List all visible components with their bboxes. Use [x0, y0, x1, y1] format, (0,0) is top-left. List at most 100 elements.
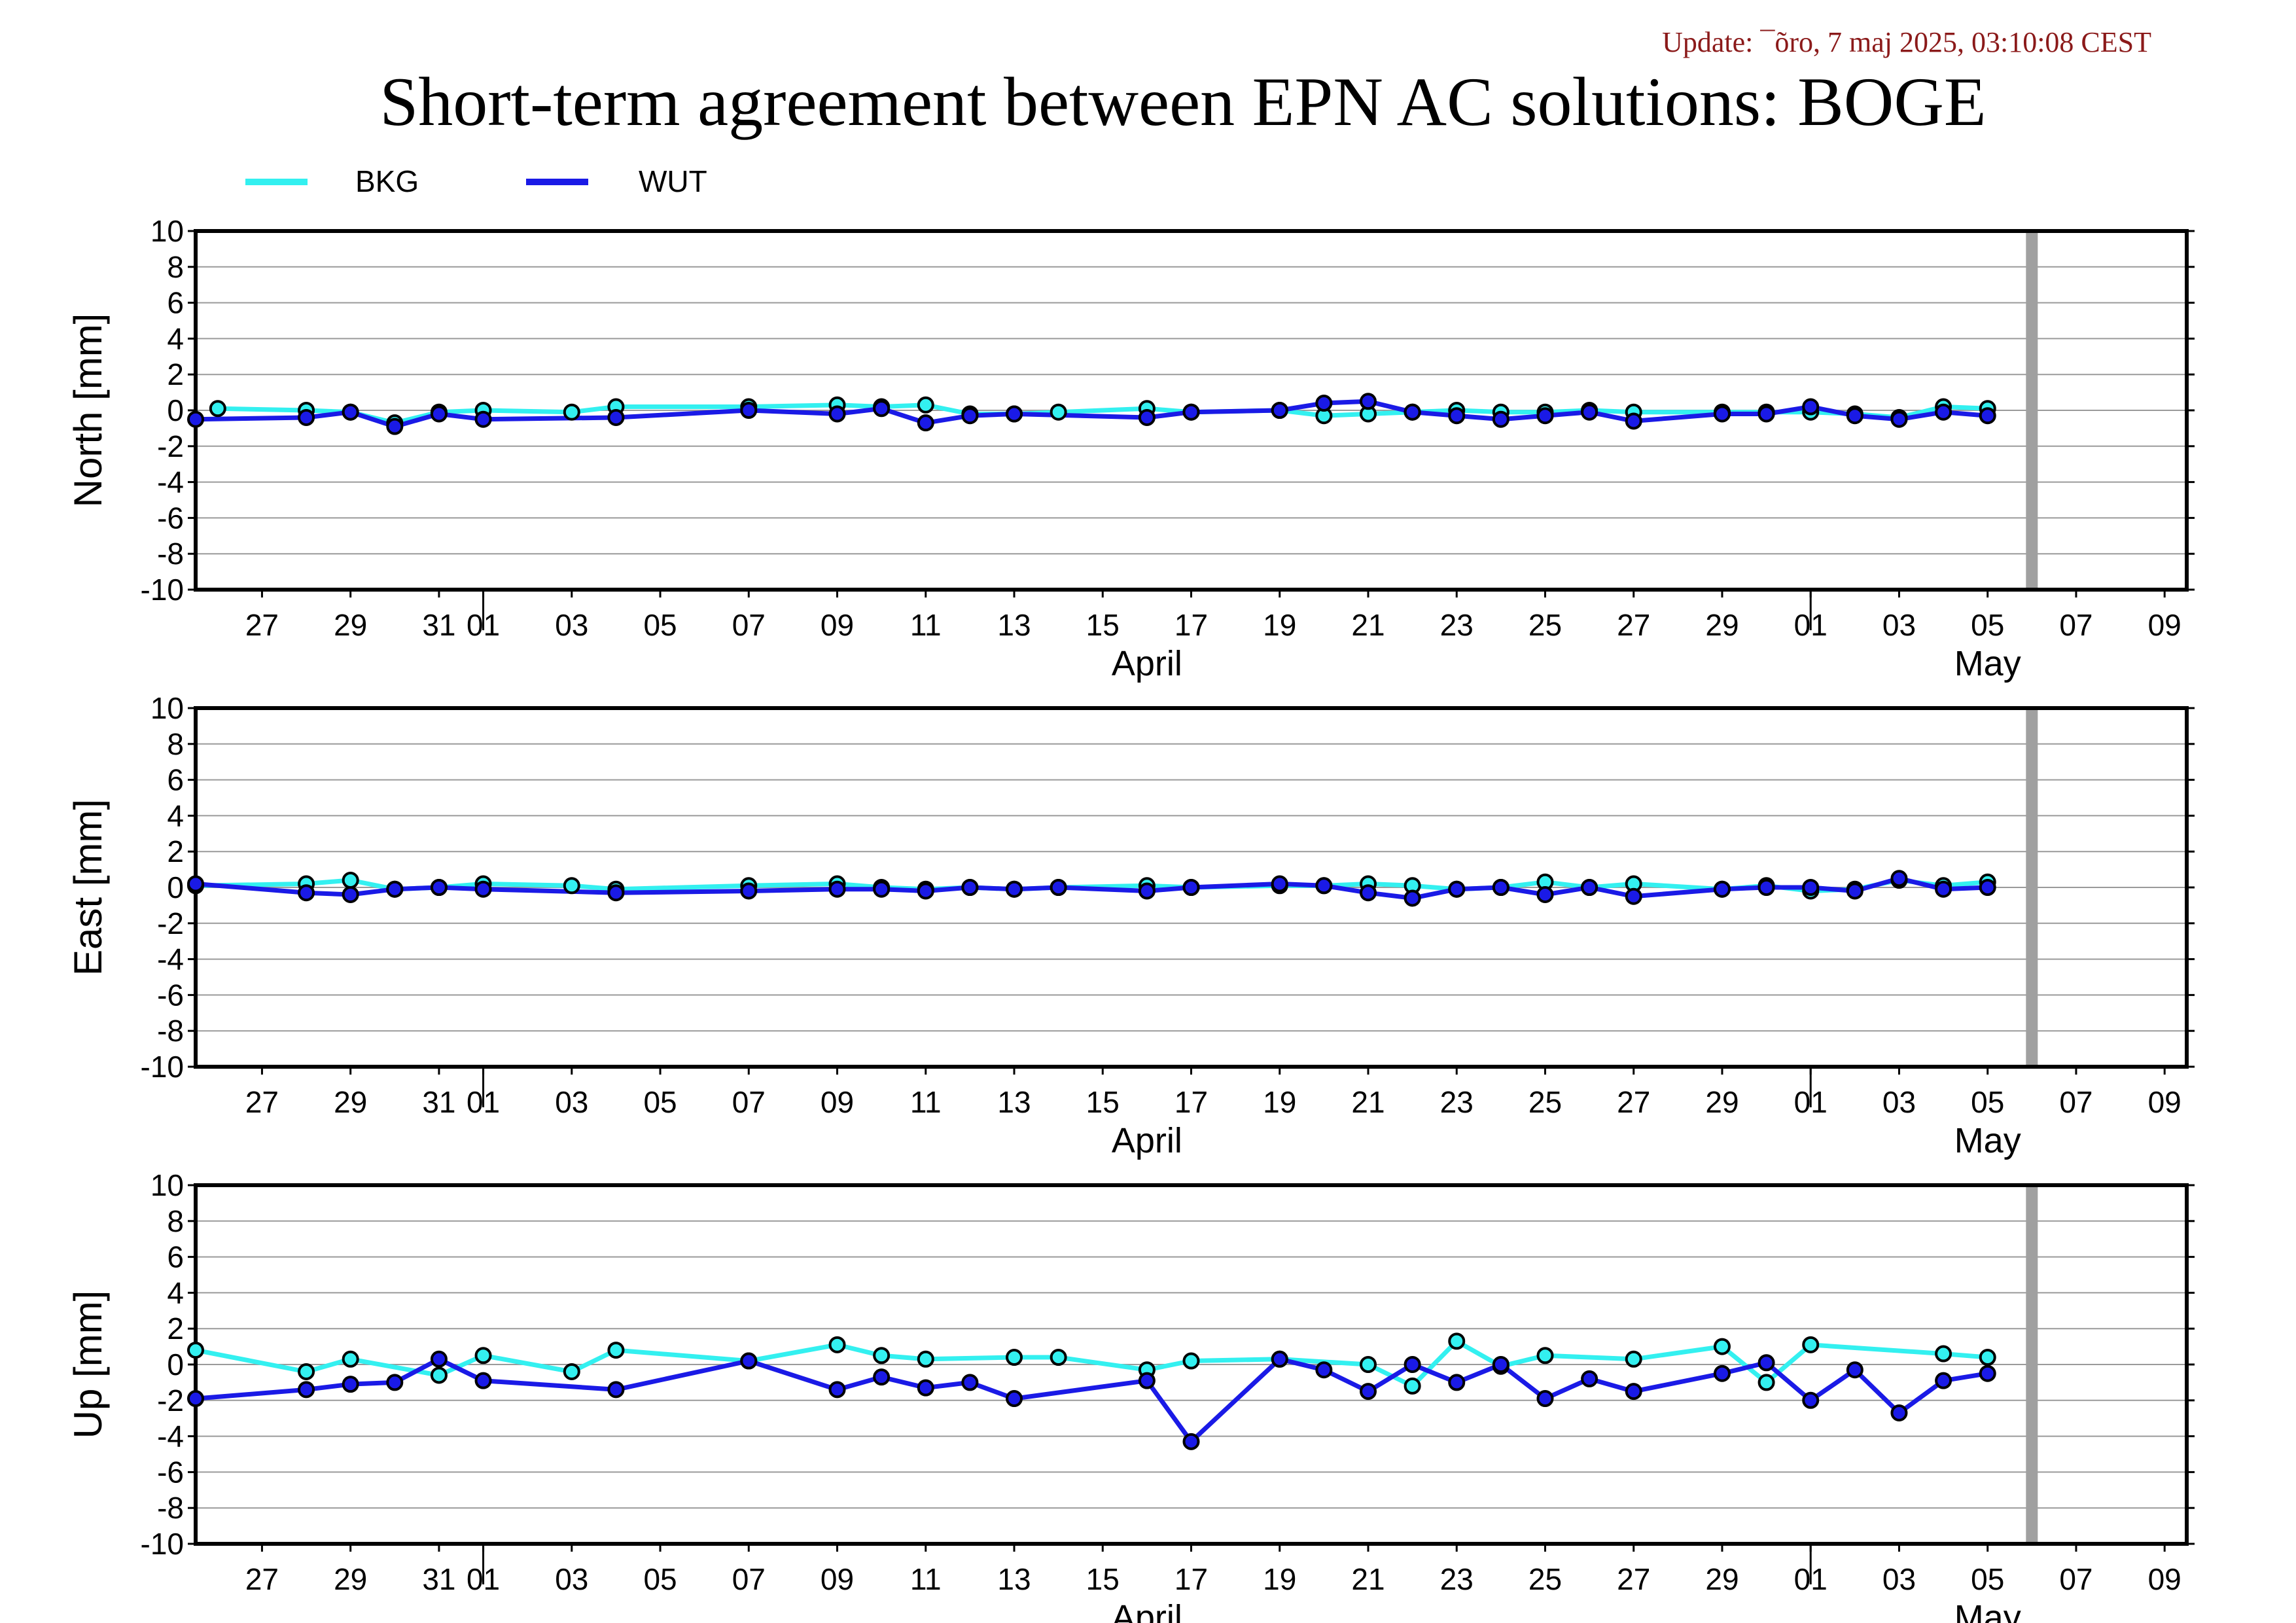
y-tick-label: 4	[167, 321, 184, 355]
x-tick-label: 21	[1351, 1085, 1385, 1119]
y-tick-label: -6	[157, 1455, 184, 1489]
data-point-wut	[474, 1372, 492, 1389]
y-tick-label: -8	[157, 1014, 184, 1048]
data-point-wut	[961, 879, 979, 896]
month-label: April	[1112, 1121, 1182, 1160]
data-point-wut	[1536, 407, 1554, 425]
data-point-wut	[474, 880, 492, 898]
data-point-wut	[298, 1381, 315, 1399]
data-point-wut	[1536, 1390, 1554, 1408]
y-axis-label: Up [mm]	[66, 1291, 110, 1439]
data-point-wut	[1846, 1361, 1863, 1379]
x-tick-label: 09	[2148, 1085, 2181, 1119]
data-point-bkg	[1757, 1374, 1775, 1391]
data-point-wut	[1802, 1391, 1820, 1409]
x-tick-label: 29	[1705, 1562, 1739, 1596]
data-point-wut	[917, 414, 934, 432]
y-tick-label: 10	[150, 214, 184, 248]
data-point-wut	[1802, 879, 1820, 896]
x-tick-label: 29	[334, 608, 367, 642]
data-point-wut	[1846, 882, 1863, 900]
x-tick-label: 29	[334, 1085, 367, 1119]
data-point-wut	[1182, 879, 1200, 896]
y-tick-label: 4	[167, 798, 184, 832]
y-tick-label: 2	[167, 357, 184, 391]
data-point-bkg	[1404, 1377, 1421, 1395]
data-point-wut	[1404, 403, 1421, 421]
data-point-wut	[1935, 403, 1952, 421]
data-point-wut	[1138, 1372, 1156, 1389]
data-point-wut	[1581, 879, 1598, 896]
x-tick-label: 09	[821, 1562, 854, 1596]
data-point-bkg	[1182, 1352, 1200, 1370]
x-tick-label: 09	[2148, 1562, 2181, 1596]
data-point-bkg	[1006, 1349, 1023, 1366]
data-point-wut	[1404, 1356, 1421, 1373]
data-point-wut	[873, 1368, 891, 1386]
y-tick-label: -4	[157, 942, 184, 976]
data-point-wut	[828, 880, 846, 898]
x-tick-label: 07	[732, 1085, 766, 1119]
x-tick-label: 09	[821, 1085, 854, 1119]
chart-title: Short-term agreement between EPN AC solu…	[380, 63, 1986, 140]
data-point-wut	[1492, 879, 1510, 896]
data-point-wut	[386, 1374, 404, 1391]
data-point-bkg	[873, 1347, 891, 1364]
data-point-wut	[828, 1381, 846, 1399]
data-point-wut	[1625, 887, 1642, 905]
data-point-wut	[1625, 1383, 1642, 1400]
x-tick-label: 29	[334, 1562, 367, 1596]
data-point-bkg	[1713, 1338, 1731, 1355]
y-tick-label: -10	[141, 573, 184, 607]
data-point-wut	[1006, 405, 1023, 423]
x-tick-label: 17	[1174, 1562, 1208, 1596]
x-tick-label: 11	[910, 1562, 942, 1596]
data-point-wut	[1182, 403, 1200, 421]
data-point-bkg	[1448, 1332, 1466, 1350]
data-point-wut	[607, 884, 625, 902]
data-point-bkg	[1050, 403, 1067, 421]
x-tick-label: 05	[643, 608, 677, 642]
x-tick-label: 27	[245, 608, 279, 642]
data-point-wut	[1182, 1433, 1200, 1450]
data-point-wut	[873, 400, 891, 418]
x-tick-label: 11	[910, 1085, 942, 1119]
data-point-wut	[1271, 1350, 1288, 1368]
x-tick-label: 21	[1351, 608, 1385, 642]
data-point-wut	[1271, 875, 1288, 893]
data-point-wut	[1757, 879, 1775, 896]
y-tick-label: 0	[167, 393, 184, 427]
data-point-wut	[1713, 1364, 1731, 1382]
data-point-wut	[1890, 870, 1908, 887]
data-point-wut	[1404, 889, 1421, 907]
data-point-wut	[1359, 1383, 1377, 1400]
data-point-bkg	[917, 1350, 934, 1368]
y-tick-label: -2	[157, 429, 184, 463]
data-point-wut	[1625, 412, 1642, 430]
data-point-wut	[430, 405, 448, 423]
data-point-wut	[342, 885, 359, 903]
y-tick-label: -4	[157, 465, 184, 499]
x-tick-label: 15	[1086, 608, 1120, 642]
x-tick-label: 03	[555, 608, 588, 642]
data-point-wut	[1006, 880, 1023, 898]
x-tick-label: 07	[2059, 608, 2093, 642]
y-tick-label: -2	[157, 1383, 184, 1418]
x-tick-label: 29	[1705, 1085, 1739, 1119]
x-tick-label: 19	[1263, 608, 1296, 642]
legend-label-bkg: BKG	[355, 164, 419, 198]
data-point-wut	[1890, 1404, 1908, 1421]
update-timestamp: Update: ¯õro, 7 maj 2025, 03:10:08 CEST	[1662, 26, 2151, 58]
x-tick-label: 15	[1086, 1085, 1120, 1119]
data-point-wut	[386, 880, 404, 898]
x-tick-label: 05	[643, 1085, 677, 1119]
data-point-bkg	[1979, 1349, 1996, 1366]
y-tick-label: -8	[157, 1491, 184, 1525]
x-tick-label: 13	[997, 1562, 1031, 1596]
data-point-wut	[607, 1381, 625, 1399]
data-point-wut	[1359, 884, 1377, 902]
y-tick-label: -2	[157, 906, 184, 940]
x-tick-label: 03	[555, 1085, 588, 1119]
